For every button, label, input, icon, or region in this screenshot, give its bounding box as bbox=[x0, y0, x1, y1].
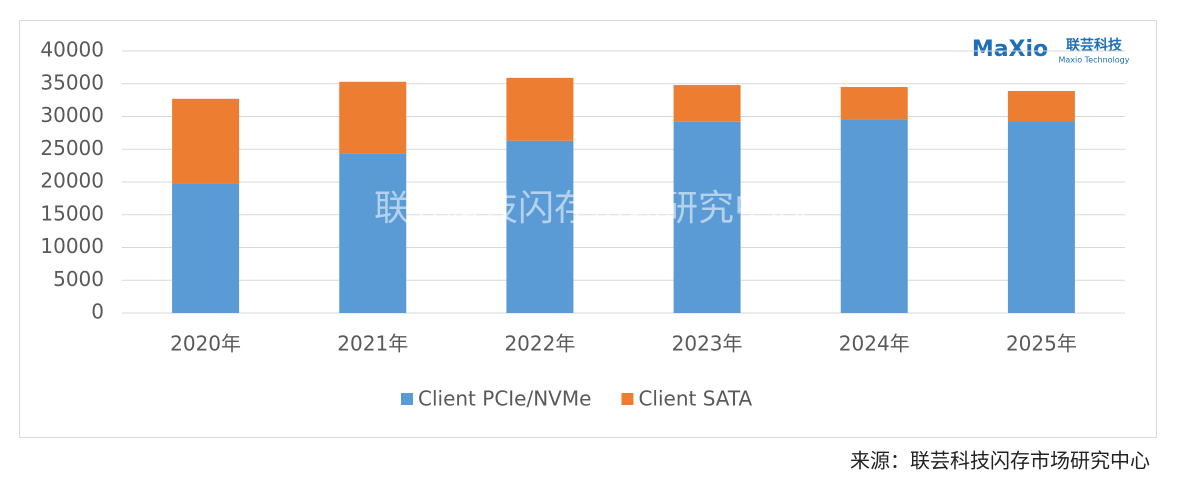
y-tick-label: 25000 bbox=[40, 136, 104, 160]
x-tick-label: 2020年 bbox=[170, 332, 241, 356]
bar-segment bbox=[673, 121, 741, 314]
x-tick-label: 2024年 bbox=[839, 332, 910, 356]
bar-segment bbox=[840, 87, 908, 120]
x-tick-label: 2021年 bbox=[337, 332, 408, 356]
bar-segment bbox=[1007, 90, 1075, 122]
logo-brand: MaXio bbox=[972, 37, 1048, 62]
x-tick-label: 2022年 bbox=[504, 332, 575, 356]
bar-segment bbox=[339, 81, 407, 154]
x-tick-label: 2023年 bbox=[672, 332, 743, 356]
y-tick-label: 30000 bbox=[40, 103, 104, 127]
bar-segment bbox=[506, 140, 574, 313]
x-tick-label: 2025年 bbox=[1006, 332, 1077, 356]
logo-subname: Maxio Technology bbox=[1058, 56, 1129, 65]
legend-swatch bbox=[621, 393, 634, 405]
bar-segment bbox=[506, 77, 574, 141]
bar-segment bbox=[339, 153, 407, 313]
y-tick-label: 0 bbox=[91, 300, 104, 324]
bar-segment bbox=[172, 98, 240, 184]
y-tick-label: 15000 bbox=[40, 201, 104, 225]
source-note: 来源：联芸科技闪存市场研究中心 bbox=[850, 449, 1150, 473]
y-tick-label: 5000 bbox=[53, 267, 104, 291]
y-tick-label: 20000 bbox=[40, 169, 104, 193]
watermark: 联芸科技闪存市场研究中心 bbox=[374, 188, 806, 229]
y-tick-label: 40000 bbox=[40, 38, 104, 62]
bar-segment bbox=[840, 119, 908, 314]
bar-segment bbox=[673, 85, 741, 122]
y-tick-label: 35000 bbox=[40, 70, 104, 94]
logo-name: 联芸科技 bbox=[1066, 37, 1123, 54]
legend-label: Client SATA bbox=[638, 387, 752, 411]
y-tick-label: 10000 bbox=[40, 234, 104, 258]
bar-segment bbox=[172, 183, 240, 313]
legend-label: Client PCIe/NVMe bbox=[418, 387, 591, 411]
legend-swatch bbox=[401, 393, 413, 405]
bar-segment bbox=[1007, 121, 1075, 314]
